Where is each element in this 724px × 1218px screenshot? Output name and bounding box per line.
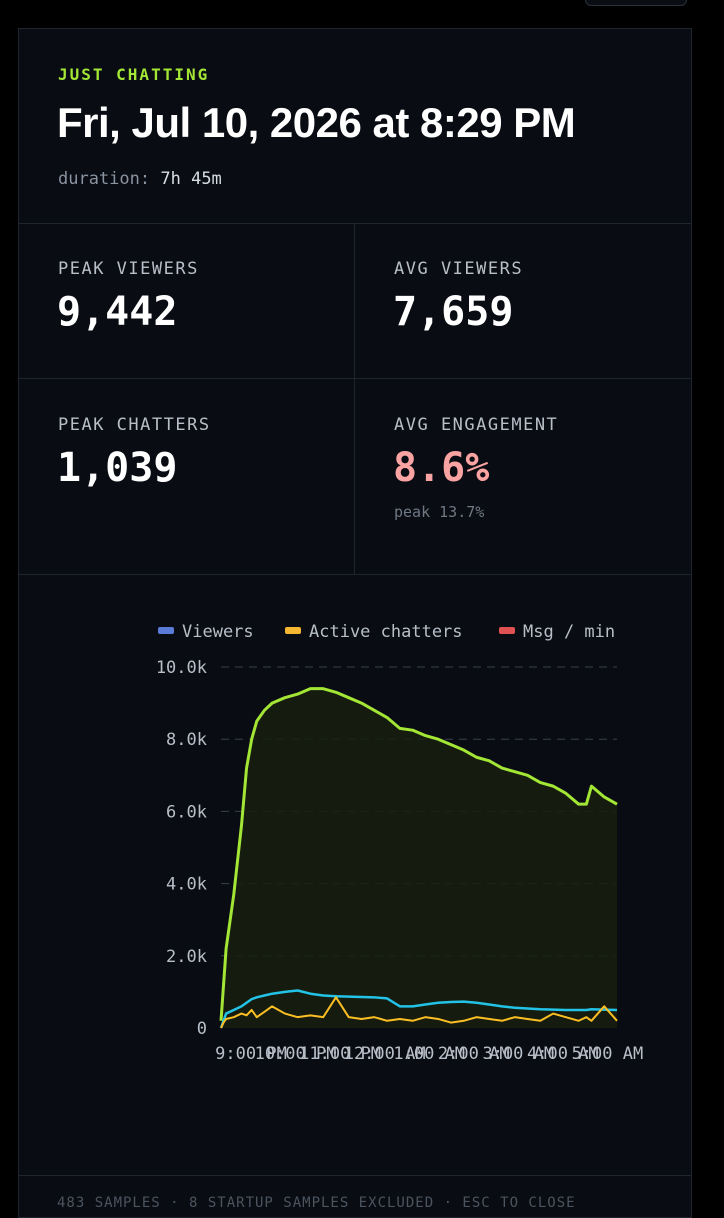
stream-header: JUST CHATTING Fri, Jul 10, 2026 at 8:29 … [19, 29, 691, 224]
legend-label: Active chatters [309, 622, 463, 642]
y-tick-label: 6.0k [166, 802, 207, 822]
stream-chart: Viewers Active chatters Msg / min 0 2.0k 4.0k… [19, 575, 691, 1176]
y-tick-label: 8.0k [166, 730, 207, 750]
x-tick-label: 5:00 AM [572, 1044, 644, 1064]
stat-value: 7,659 [393, 289, 514, 335]
stat-value: 9,442 [57, 289, 178, 335]
stream-detail-card: JUST CHATTING Fri, Jul 10, 2026 at 8:29 … [18, 28, 692, 1218]
duration-label: duration: [58, 169, 151, 189]
stat-avg-engagement: AVG ENGAGEMENT 8.6% peak 13.7% [355, 379, 691, 575]
stat-value: 1,039 [57, 445, 178, 491]
x-tick-label: 11:00 PM [299, 1044, 381, 1064]
stream-duration: duration: 7h 45m [58, 169, 222, 189]
legend-swatch [285, 627, 301, 634]
x-tick-label: 12:00 AM [344, 1044, 426, 1064]
stat-label: AVG VIEWERS [394, 259, 524, 279]
x-tick-label: 1:00 AM [393, 1044, 465, 1064]
legend-label: Msg / min [523, 622, 615, 642]
stat-label: PEAK CHATTERS [58, 415, 211, 435]
footer-status: 483 SAMPLES · 8 STARTUP SAMPLES EXCLUDED… [57, 1195, 576, 1211]
x-tick-label: 3:00 AM [482, 1044, 554, 1064]
msg-line [220, 996, 618, 1029]
viewers-line [219, 687, 618, 1021]
stream-title: Fri, Jul 10, 2026 at 8:29 PM [57, 99, 576, 146]
y-tick-label: 10.0k [156, 658, 207, 678]
stat-sub: peak 13.7% [394, 503, 485, 521]
y-tick-label: 2.0k [166, 947, 207, 967]
stat-peak-chatters: PEAK CHATTERS 1,039 [19, 379, 355, 575]
top-action-button[interactable] [585, 0, 687, 6]
x-tick-label: 10:00 PM [255, 1044, 337, 1064]
legend-swatch [158, 627, 174, 634]
legend-swatch [499, 627, 515, 634]
chatters-line [219, 989, 618, 1029]
duration-value: 7h 45m [160, 169, 222, 189]
stat-label: PEAK VIEWERS [58, 259, 199, 279]
stream-category: JUST CHATTING [58, 65, 210, 84]
x-tick-label: 2:00 AM [438, 1044, 510, 1064]
stat-peak-viewers: PEAK VIEWERS 9,442 [19, 223, 355, 379]
stat-avg-viewers: AVG VIEWERS 7,659 [355, 223, 691, 379]
x-tick-label: 4:00 AM [527, 1044, 599, 1064]
stat-value: 8.6% [393, 445, 490, 491]
y-tick-label: 4.0k [166, 875, 207, 895]
legend-label: Viewers [182, 622, 254, 642]
y-tick-label: 0 [197, 1019, 207, 1039]
stat-label: AVG ENGAGEMENT [394, 415, 559, 435]
chart-svg: Viewers Active chatters Msg / min 0 2.0k 4.0k… [156, 622, 644, 1064]
x-tick-label: 9:00 PM [215, 1044, 287, 1064]
